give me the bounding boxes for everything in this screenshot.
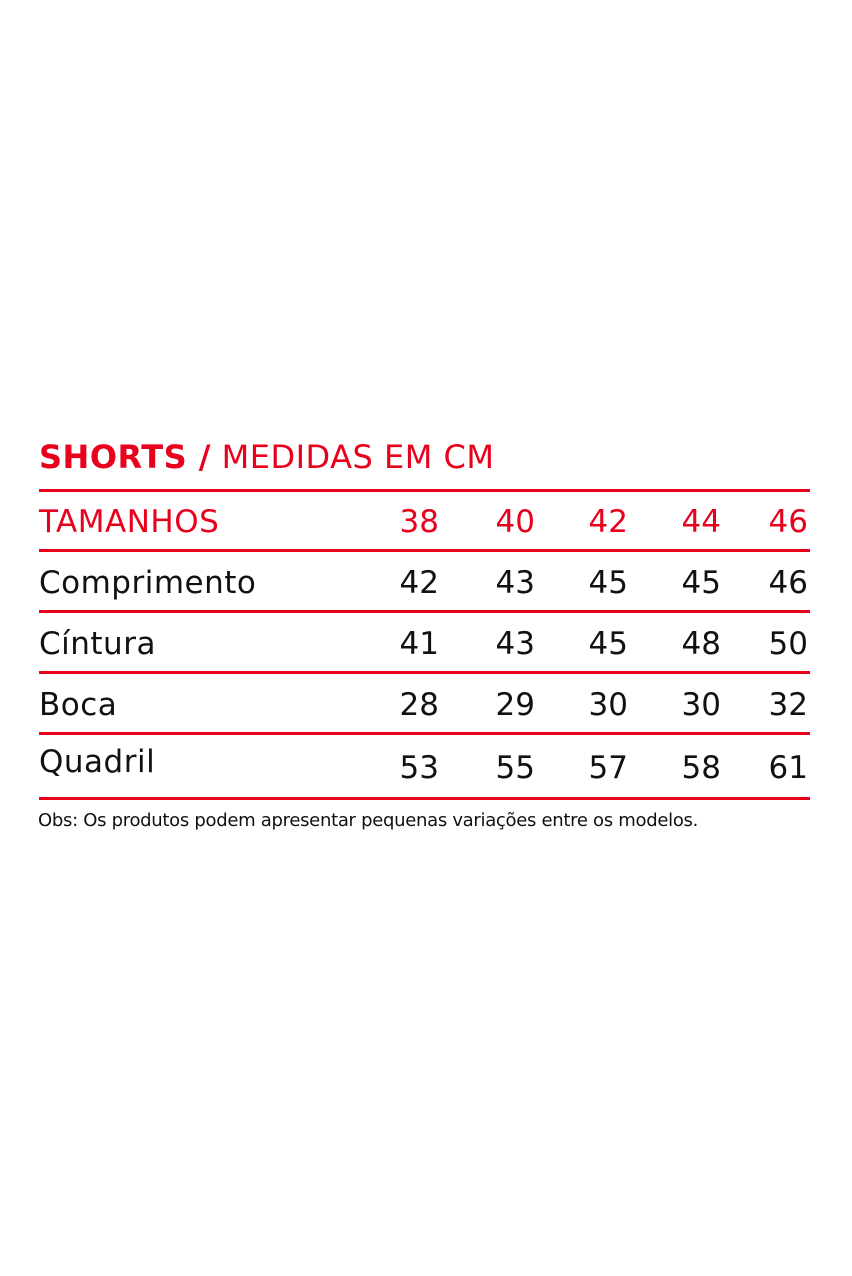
row-label: Cíntura <box>39 626 156 662</box>
title-product: SHORTS / <box>39 438 211 476</box>
header-label: TAMANHOS <box>39 504 220 540</box>
table-cell: 32 <box>768 687 808 723</box>
table-row: Comprimento 42 43 45 45 46 <box>39 559 810 607</box>
table-cell: 45 <box>588 626 628 662</box>
table-cell: 55 <box>495 750 535 786</box>
size-header: 40 <box>495 504 535 540</box>
table-cell: 43 <box>495 626 535 662</box>
row-label: Quadril <box>39 744 156 780</box>
page-title: SHORTS / MEDIDAS EM CM <box>39 438 494 476</box>
size-header: 42 <box>588 504 628 540</box>
table-cell: 53 <box>399 750 439 786</box>
table-cell: 30 <box>588 687 628 723</box>
divider <box>39 489 810 492</box>
title-subtitle: MEDIDAS EM CM <box>221 438 495 476</box>
divider <box>39 549 810 552</box>
table-cell: 48 <box>681 626 721 662</box>
table-cell: 50 <box>768 626 808 662</box>
note-text: Obs: Os produtos podem apresentar pequen… <box>38 810 699 831</box>
table-cell: 41 <box>399 626 439 662</box>
table-cell: 45 <box>681 565 721 601</box>
size-header: 38 <box>399 504 439 540</box>
table-cell: 30 <box>681 687 721 723</box>
table-row: Cíntura 41 43 45 48 50 <box>39 620 810 668</box>
divider <box>39 797 810 800</box>
table-cell: 43 <box>495 565 535 601</box>
table-header-row: TAMANHOS 38 40 42 44 46 <box>39 498 810 546</box>
size-header: 46 <box>768 504 808 540</box>
table-cell: 42 <box>399 565 439 601</box>
table-cell: 28 <box>399 687 439 723</box>
row-label: Comprimento <box>39 565 257 601</box>
table-row: Quadril 53 55 57 58 61 <box>39 742 810 790</box>
table-row: Boca 28 29 30 30 32 <box>39 681 810 729</box>
divider <box>39 610 810 613</box>
table-cell: 61 <box>768 750 808 786</box>
table-cell: 58 <box>681 750 721 786</box>
divider <box>39 671 810 674</box>
table-cell: 46 <box>768 565 808 601</box>
size-header: 44 <box>681 504 721 540</box>
row-label: Boca <box>39 687 118 723</box>
table-cell: 29 <box>495 687 535 723</box>
table-cell: 57 <box>588 750 628 786</box>
table-cell: 45 <box>588 565 628 601</box>
divider <box>39 732 810 735</box>
